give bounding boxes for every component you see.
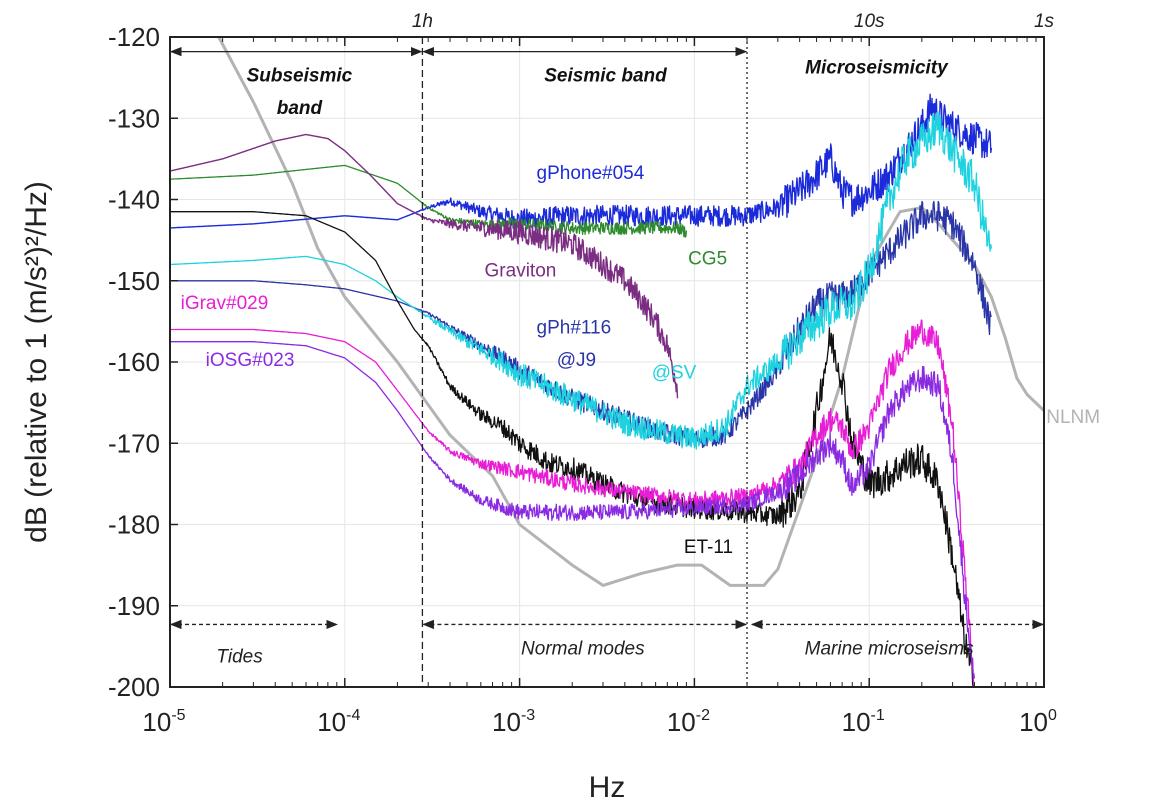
series-label-gphone-054: gPhone#054: [537, 163, 645, 184]
axes: [169, 36, 1045, 688]
series-label-et-11: ET-11: [684, 537, 733, 558]
labels: -120 -130 -140 -150 -160 -170 -180 -190 -200 10-5…: [108, 11, 1100, 737]
series-label-iosg-023: iOSG#023: [206, 350, 295, 371]
region-label: Marine microseisms: [805, 639, 974, 660]
series-label-igrav-029: iGrav#029: [181, 293, 269, 314]
y-tick-label: -120: [108, 22, 160, 52]
series-layer: [169, 36, 1046, 688]
series--sv: [169, 110, 993, 450]
band-title: Subseismic: [247, 66, 353, 87]
y-tick-label: -180: [108, 510, 160, 540]
x-tick-label: 100: [1019, 707, 1057, 737]
series-graviton: [169, 133, 679, 399]
series-label-nlnm: NLNM: [1046, 407, 1100, 428]
y-tick-label: -190: [108, 591, 160, 621]
y-tick-label: -140: [108, 185, 160, 215]
y-tick-label: -160: [108, 347, 160, 377]
series-et-11: [169, 211, 975, 688]
series-cg5: [169, 164, 688, 238]
y-axis-title: dB (relative to 1 (m/s²)²/Hz): [20, 181, 53, 543]
x-tick-label: 10-3: [492, 707, 535, 737]
y-tick-label: -170: [108, 428, 160, 458]
band-title: Microseismicity: [805, 58, 949, 79]
overlay: [169, 37, 1045, 687]
series-extra-label: @J9: [557, 350, 596, 371]
y-tick-label: -130: [108, 103, 160, 133]
period-label: 1h: [412, 11, 433, 32]
series-iosg-023: [169, 341, 976, 680]
period-label: 1s: [1034, 11, 1055, 32]
series-label--sv: @SV: [652, 362, 697, 383]
series-label-gph-116-j9: gPh#116: [537, 318, 612, 339]
y-tick-label: -200: [108, 672, 160, 702]
band-title: Seismic band: [544, 66, 667, 87]
series-nlnm: [217, 36, 1046, 587]
series-label-graviton: Graviton: [485, 261, 557, 282]
series-igrav-029: [169, 319, 976, 688]
region-label: Tides: [216, 647, 263, 668]
region-label: Normal modes: [521, 639, 645, 660]
period-label: 10s: [854, 11, 885, 32]
band-title: band: [277, 98, 323, 119]
series-gphone-054: [169, 93, 993, 230]
series-label-cg5: CG5: [688, 249, 727, 270]
x-tick-label: 10-5: [142, 707, 185, 737]
y-tick-label: -150: [108, 266, 160, 296]
x-tick-label: 10-2: [667, 707, 710, 737]
x-axis-title: Hz: [589, 771, 626, 804]
grid: [169, 36, 1045, 688]
series-gph-116-j9: [169, 200, 992, 448]
x-tick-label: 10-4: [317, 707, 360, 737]
x-tick-label: 10-1: [842, 707, 885, 737]
